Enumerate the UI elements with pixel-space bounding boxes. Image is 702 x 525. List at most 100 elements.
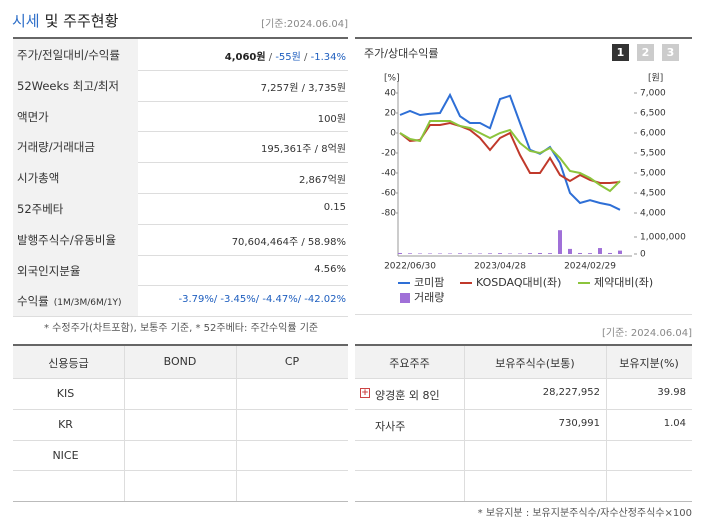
y-tick-label: 40 xyxy=(385,89,397,99)
y2-tick-label: 5,000 xyxy=(640,169,666,179)
volume-bar xyxy=(568,248,572,254)
volume-bar xyxy=(428,253,432,254)
label-cell-bg xyxy=(13,131,138,163)
row-line xyxy=(13,131,348,133)
header-cell: 신용등급 xyxy=(48,357,89,370)
expand-icon[interactable]: + xyxy=(360,388,370,398)
value-part: / xyxy=(265,52,276,63)
label-cell-bg xyxy=(13,285,138,317)
header-cell: 보유주식수(보통) xyxy=(495,357,575,370)
value-part: 2,867억원 xyxy=(298,175,346,187)
x-tick-label: 2024/02/29 xyxy=(564,262,616,272)
y-tick-label: -20 xyxy=(381,149,396,159)
row-label-text: 외국인지분율 xyxy=(17,263,81,278)
chart-tab[interactable]: 2 xyxy=(637,44,654,61)
volume-bar xyxy=(618,250,622,254)
label-cell-bg xyxy=(13,223,138,255)
volume-bar xyxy=(538,252,542,254)
y-tick-label: 20 xyxy=(385,109,397,119)
row-line xyxy=(13,470,348,472)
row-value: 2,867억원 xyxy=(299,171,346,186)
table-cell: 자사주 xyxy=(375,419,406,433)
volume-bar xyxy=(558,230,562,254)
row-label-text: 수익률 xyxy=(17,294,49,309)
volume-bar xyxy=(608,252,612,254)
volume-bar xyxy=(468,253,472,254)
title-highlight: 시세 xyxy=(12,12,40,30)
volume-bar xyxy=(508,253,512,254)
row-value: 4.56% xyxy=(314,264,346,275)
row-line xyxy=(13,378,348,379)
row-label-text: 52주베타 xyxy=(17,202,64,216)
legend-label: 코미팜 xyxy=(414,276,444,289)
legend-label: KOSDAQ대비(좌) xyxy=(476,276,561,289)
row-line xyxy=(13,439,348,441)
row-label-note: (1M/3M/6M/1Y) xyxy=(53,298,122,309)
y2-unit: [원] xyxy=(648,73,663,84)
row-line xyxy=(13,408,348,410)
row-line xyxy=(13,69,348,71)
value-part: 100원 xyxy=(317,113,346,125)
value-part: -55원 xyxy=(275,52,301,63)
label-cell-bg xyxy=(13,254,138,286)
row-line xyxy=(13,223,348,225)
header-cell: BOND xyxy=(163,355,197,368)
table-cell: 39.98 xyxy=(657,387,686,398)
label-cell-bg xyxy=(13,162,138,193)
header-bg xyxy=(355,346,692,378)
table-top-border xyxy=(355,344,692,346)
volume-bar xyxy=(528,253,532,254)
table-cell: KR xyxy=(58,417,73,431)
row-label: 52주베타 xyxy=(17,201,63,217)
x-tick-label: 2022/06/30 xyxy=(384,262,436,272)
y2-tick-label: 7,000 xyxy=(640,89,666,99)
volume-bar xyxy=(448,253,452,254)
row-label: 52Weeks 최고/최저 xyxy=(17,78,119,94)
date: [기준:2024.06.04] xyxy=(261,19,348,30)
value-part: -3.79%/ -3.45%/ -4.47%/ -42.02% xyxy=(178,294,346,306)
volume-bar xyxy=(398,252,402,254)
chart-panel-title: 주가/상대수익률 xyxy=(364,47,439,60)
volume-bar xyxy=(498,253,502,254)
row-label-text: 발행주식수/유동비율 xyxy=(17,232,117,247)
row-line xyxy=(13,285,348,287)
chart-panel-border xyxy=(355,37,692,315)
y2-tick-label: 5,500 xyxy=(640,149,666,159)
row-line xyxy=(13,193,348,194)
series-line xyxy=(399,92,621,211)
value-part: 0.15 xyxy=(323,202,346,213)
table-bottom xyxy=(13,501,348,503)
title-rest: 및 주주현황 xyxy=(44,12,119,30)
row-label: 시가총액 xyxy=(17,170,59,186)
legend-label: 제약대비(좌) xyxy=(594,275,653,289)
legend-label: 거래량 xyxy=(414,291,444,304)
row-line xyxy=(13,100,348,102)
row-value: 70,604,464주 / 58.98% xyxy=(232,233,346,248)
header-cell: CP xyxy=(284,355,300,368)
table-bottom xyxy=(355,501,692,503)
row-label-text: 거래량/거래대금 xyxy=(17,140,95,155)
table-cell: 730,991 xyxy=(558,417,600,429)
row-label-text: 시가총액 xyxy=(17,171,60,186)
volume-bar xyxy=(598,248,602,254)
volume-bar xyxy=(408,253,412,254)
row-line xyxy=(13,316,348,318)
chart-tab[interactable]: 1 xyxy=(612,44,629,61)
legend-swatch xyxy=(400,293,410,303)
value-part: 195,361주 / 8억원 xyxy=(260,144,346,156)
price-note: * 수정주가(차트포함), 보통주 기준, * 52주베타: 주간수익률 기준 xyxy=(44,323,319,334)
col-line xyxy=(464,346,465,502)
volume-bar xyxy=(438,253,442,254)
y-tick-label: -80 xyxy=(381,209,396,219)
chart-tab[interactable]: 3 xyxy=(662,44,679,61)
volume-bar xyxy=(588,253,592,254)
row-label: 외국인지분율 xyxy=(17,263,80,279)
row-label: 액면가 xyxy=(17,109,49,125)
row-value: 0.15 xyxy=(324,202,346,213)
row-value: 100원 xyxy=(318,110,346,125)
table-cell: 양경훈 외 8인 xyxy=(375,389,440,402)
series-line xyxy=(399,121,621,184)
y3-tick-label: 1,000,000 xyxy=(640,233,686,243)
